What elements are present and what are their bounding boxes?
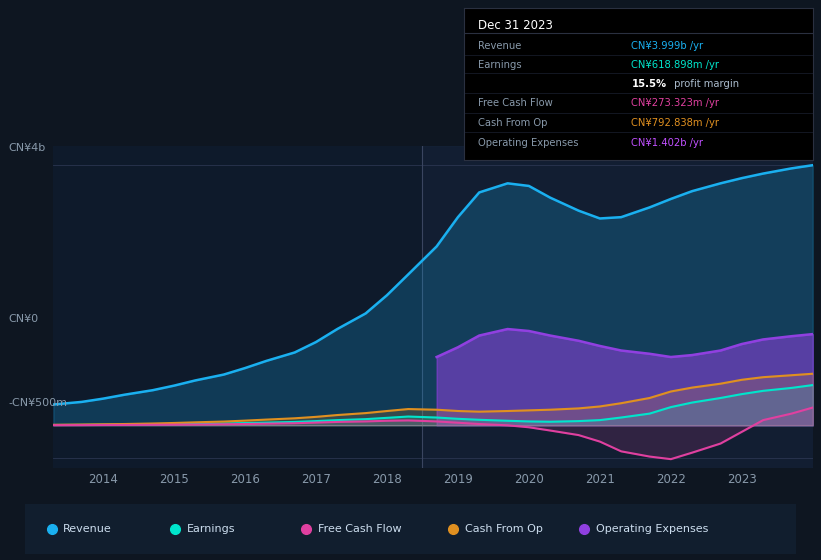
- Text: Operating Expenses: Operating Expenses: [478, 138, 578, 147]
- Text: Cash From Op: Cash From Op: [465, 524, 543, 534]
- Text: Free Cash Flow: Free Cash Flow: [478, 98, 553, 108]
- Text: profit margin: profit margin: [672, 78, 740, 88]
- Text: Revenue: Revenue: [63, 524, 112, 534]
- Text: Dec 31 2023: Dec 31 2023: [478, 19, 553, 32]
- Text: Free Cash Flow: Free Cash Flow: [318, 524, 401, 534]
- Text: CN¥792.838m /yr: CN¥792.838m /yr: [631, 118, 719, 128]
- Text: CN¥1.402b /yr: CN¥1.402b /yr: [631, 138, 704, 147]
- Text: CN¥3.999b /yr: CN¥3.999b /yr: [631, 41, 704, 51]
- Text: Cash From Op: Cash From Op: [478, 118, 548, 128]
- Text: Earnings: Earnings: [478, 60, 521, 71]
- Text: 15.5%: 15.5%: [631, 78, 667, 88]
- Text: Revenue: Revenue: [478, 41, 521, 51]
- Text: CN¥618.898m /yr: CN¥618.898m /yr: [631, 60, 719, 71]
- Text: -CN¥500m: -CN¥500m: [8, 398, 67, 408]
- Text: Earnings: Earnings: [186, 524, 235, 534]
- Text: CN¥0: CN¥0: [8, 314, 39, 324]
- Bar: [423, 146, 813, 468]
- Text: Operating Expenses: Operating Expenses: [596, 524, 708, 534]
- Text: CN¥273.323m /yr: CN¥273.323m /yr: [631, 98, 719, 108]
- Text: CN¥4b: CN¥4b: [8, 143, 45, 153]
